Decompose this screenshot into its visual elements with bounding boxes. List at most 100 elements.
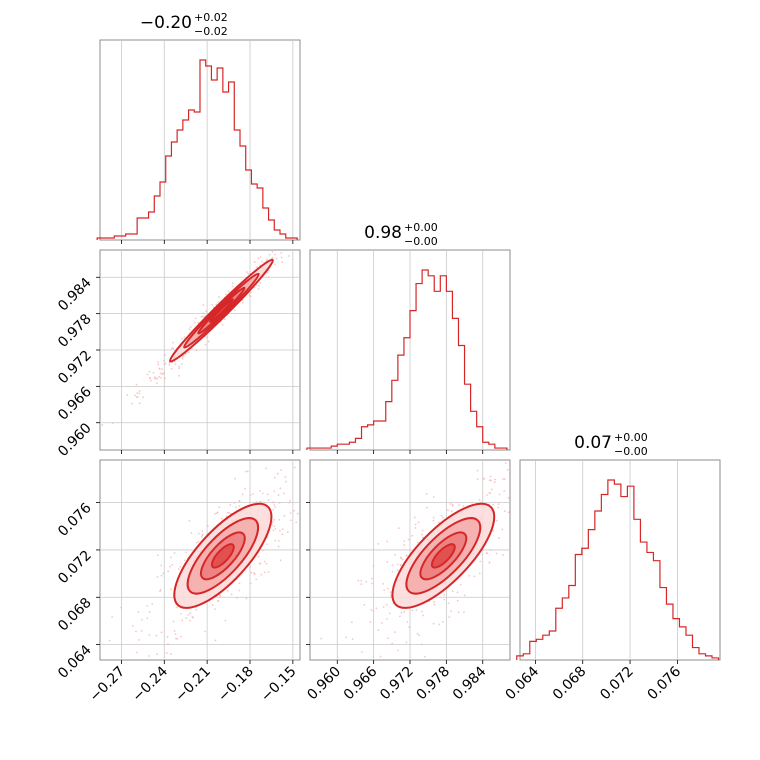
sample-point-p2_vs_p1 [503,510,506,513]
sample-point-p1_vs_p0 [149,379,152,382]
sample-point-p2_vs_p0 [224,619,227,622]
sample-point-p2_vs_p1 [492,503,494,506]
sample-point-p2_vs_p1 [363,603,366,606]
sample-point-p1_vs_p0 [202,304,205,307]
sample-point-p1_vs_p0 [282,244,284,246]
sample-point-p1_vs_p0 [181,337,183,340]
sample-point-p1_vs_p0 [266,271,269,274]
sample-point-p2_vs_p0 [185,551,187,554]
sample-point-p2_vs_p1 [512,492,514,494]
sample-point-p2_vs_p1 [471,501,473,504]
sample-point-p2_vs_p0 [280,469,282,471]
sample-point-p2_vs_p1 [495,552,498,555]
tick-label-y-p1-2: 0.972 [55,348,95,388]
sample-point-p2_vs_p0 [155,634,158,637]
sample-point-p2_vs_p1 [397,563,399,566]
sample-point-p2_vs_p1 [394,631,396,634]
sample-point-p1_vs_p0 [197,321,200,324]
sample-point-p2_vs_p1 [468,574,471,577]
sample-point-p2_vs_p1 [438,521,440,524]
panel-title-minus-p0: −0.02 [194,25,228,38]
sample-point-p2_vs_p1 [489,549,492,551]
sample-point-p2_vs_p1 [386,618,388,620]
sample-point-p2_vs_p1 [451,503,454,506]
tick-label-x-p2-2: 0.072 [597,664,637,704]
sample-point-p2_vs_p0 [288,501,291,504]
sample-point-p2_vs_p0 [180,613,182,615]
sample-point-p2_vs_p0 [148,634,151,636]
sample-point-p1_vs_p0 [285,241,287,243]
sample-point-p2_vs_p1 [504,462,507,464]
sample-point-p1_vs_p0 [257,288,260,290]
contour-line-p2_vs_p1-2 [419,531,468,581]
sample-point-p2_vs_p1 [411,534,414,537]
histogram-p2 [516,479,720,660]
sample-point-p2_vs_p0 [131,624,134,627]
sample-point-p1_vs_p0 [305,216,307,218]
sample-point-p2_vs_p1 [497,503,500,506]
panel-title-p1: 0.98 [364,223,402,243]
sample-point-p2_vs_p1 [320,637,323,640]
sample-point-p2_vs_p0 [238,582,241,585]
sample-point-p1_vs_p0 [218,296,220,298]
tick-label-x-p2-0: 0.064 [503,663,543,703]
sample-point-p2_vs_p1 [530,514,532,516]
sample-point-p2_vs_p1 [490,488,493,491]
sample-point-p2_vs_p0 [313,469,315,471]
sample-point-p2_vs_p0 [179,565,182,568]
sample-point-p2_vs_p1 [498,537,500,539]
sample-point-p2_vs_p0 [108,639,111,642]
sample-point-p2_vs_p0 [261,549,264,552]
sample-point-p1_vs_p0 [211,303,214,306]
sample-point-p2_vs_p1 [415,609,418,612]
sample-point-p1_vs_p0 [271,250,274,253]
sample-point-p2_vs_p1 [370,582,373,585]
sample-point-p2_vs_p1 [403,540,406,543]
contour-line-p1_vs_p0-0 [168,258,274,363]
sample-point-p1_vs_p0 [200,315,203,318]
scatter-inner-p2_vs_p1 [320,446,532,658]
contour-line-p1_vs_p0-3 [208,298,235,324]
sample-point-p2_vs_p0 [166,636,169,638]
sample-point-p1_vs_p0 [168,364,171,366]
sample-point-p2_vs_p1 [486,494,488,496]
sample-point-p2_vs_p0 [301,436,303,438]
tick-label-x-p1-4: 0.984 [450,663,490,703]
sample-point-p2_vs_p1 [377,542,380,545]
sample-point-p1_vs_p0 [202,312,205,315]
hist-panel-p1: 0.98 +0.00−0.00 [306,221,511,454]
sample-point-p2_vs_p0 [201,534,204,536]
sample-point-p2_vs_p1 [360,583,363,586]
sample-point-p1_vs_p0 [189,326,192,328]
tick-label-x-p0-3: −0.18 [215,664,257,706]
sample-point-p2_vs_p0 [273,476,276,479]
sample-point-p2_vs_p1 [510,446,512,448]
sample-point-p2_vs_p0 [277,494,280,496]
panel-title-plus-p2: +0.00 [614,431,648,444]
sample-point-p1_vs_p0 [233,309,236,311]
sample-point-p1_vs_p0 [293,233,295,235]
sample-point-p1_vs_p0 [154,376,156,379]
sample-point-p2_vs_p0 [120,606,123,609]
sample-point-p2_vs_p0 [314,527,316,529]
sample-point-p1_vs_p0 [259,256,262,259]
sample-point-p1_vs_p0 [258,284,260,287]
sample-point-p1_vs_p0 [289,241,291,243]
sample-point-p1_vs_p0 [287,243,289,245]
sample-point-p2_vs_p0 [283,514,286,517]
sample-point-p2_vs_p0 [241,493,244,496]
sample-point-p2_vs_p1 [421,610,423,613]
sample-point-p2_vs_p0 [267,499,270,501]
sample-point-p2_vs_p1 [449,503,452,505]
sample-point-p2_vs_p0 [289,512,292,515]
sample-point-p2_vs_p1 [405,554,408,557]
sample-point-p2_vs_p0 [259,490,261,492]
sample-point-p2_vs_p1 [457,611,460,614]
sample-point-p2_vs_p1 [375,607,378,610]
sample-point-p1_vs_p0 [288,255,290,257]
sample-point-p2_vs_p1 [382,606,385,608]
sample-point-p2_vs_p1 [479,560,482,563]
sample-point-p2_vs_p1 [524,531,526,533]
sample-point-p1_vs_p0 [188,328,191,331]
sample-point-p1_vs_p0 [281,241,283,243]
